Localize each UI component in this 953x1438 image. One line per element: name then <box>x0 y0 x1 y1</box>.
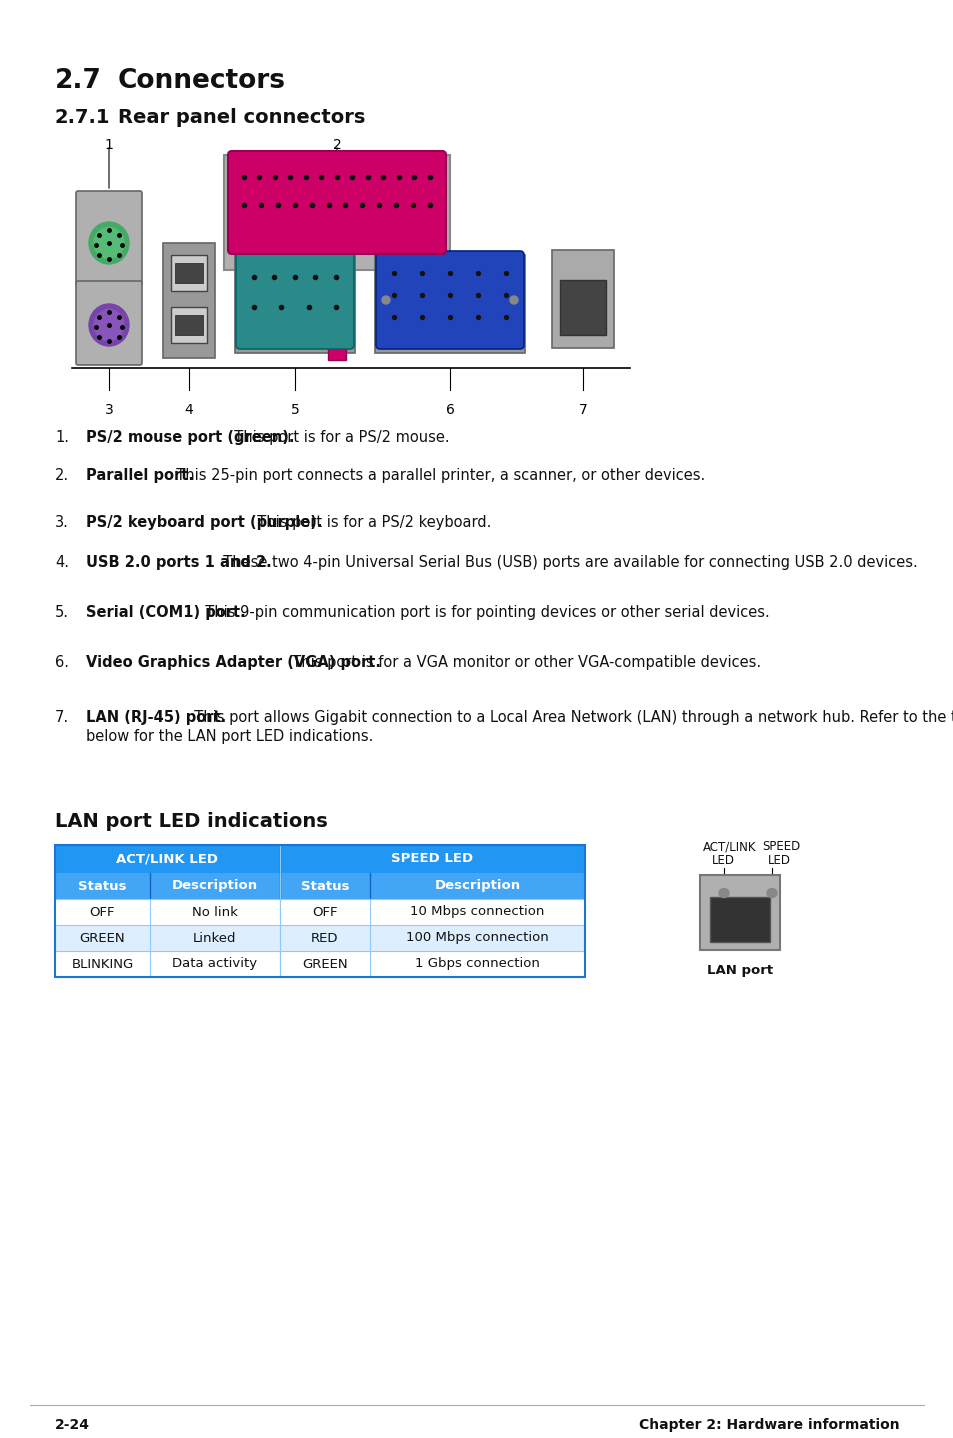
Text: This port is for a VGA monitor or other VGA-compatible devices.: This port is for a VGA monitor or other … <box>283 654 760 670</box>
Text: BLINKING: BLINKING <box>71 958 133 971</box>
FancyBboxPatch shape <box>328 250 346 360</box>
Text: This 25-pin port connects a parallel printer, a scanner, or other devices.: This 25-pin port connects a parallel pri… <box>167 467 704 483</box>
Text: 2: 2 <box>333 138 341 152</box>
Text: This port is for a PS/2 mouse.: This port is for a PS/2 mouse. <box>225 430 450 444</box>
Text: Data activity: Data activity <box>172 958 257 971</box>
FancyBboxPatch shape <box>55 951 584 976</box>
Text: GREEN: GREEN <box>80 932 125 945</box>
Text: Description: Description <box>172 880 258 893</box>
FancyBboxPatch shape <box>709 897 769 942</box>
Text: ACT/LINK LED: ACT/LINK LED <box>116 853 218 866</box>
Text: SPEED: SPEED <box>761 840 800 853</box>
Ellipse shape <box>89 221 129 265</box>
Text: PS/2 mouse port (green).: PS/2 mouse port (green). <box>86 430 294 444</box>
Text: 5: 5 <box>291 403 299 417</box>
Text: This 9-pin communication port is for pointing devices or other serial devices.: This 9-pin communication port is for poi… <box>196 605 769 620</box>
Text: Serial (COM1) port.: Serial (COM1) port. <box>86 605 246 620</box>
Text: SPEED LED: SPEED LED <box>391 853 473 866</box>
Text: RED: RED <box>311 932 338 945</box>
FancyBboxPatch shape <box>224 155 450 270</box>
FancyBboxPatch shape <box>55 899 584 925</box>
Text: LAN port LED indications: LAN port LED indications <box>55 812 328 831</box>
Text: 4.: 4. <box>55 555 69 569</box>
Text: Status: Status <box>300 880 349 893</box>
FancyBboxPatch shape <box>559 280 605 335</box>
FancyBboxPatch shape <box>375 255 524 352</box>
Ellipse shape <box>719 889 728 897</box>
Text: Description: Description <box>434 880 520 893</box>
Ellipse shape <box>381 296 390 303</box>
Text: 1.: 1. <box>55 430 69 444</box>
FancyBboxPatch shape <box>235 252 354 349</box>
Text: Linked: Linked <box>193 932 236 945</box>
FancyBboxPatch shape <box>55 873 584 899</box>
FancyBboxPatch shape <box>55 846 584 873</box>
Text: 100 Mbps connection: 100 Mbps connection <box>406 932 548 945</box>
Text: 6.: 6. <box>55 654 69 670</box>
FancyBboxPatch shape <box>174 263 203 283</box>
Text: Rear panel connectors: Rear panel connectors <box>118 108 365 127</box>
Text: below for the LAN port LED indications.: below for the LAN port LED indications. <box>86 729 373 743</box>
Text: 1: 1 <box>105 138 113 152</box>
FancyBboxPatch shape <box>171 306 207 344</box>
Text: 10 Mbps connection: 10 Mbps connection <box>410 906 544 919</box>
FancyBboxPatch shape <box>76 280 142 365</box>
Text: OFF: OFF <box>90 906 115 919</box>
FancyBboxPatch shape <box>700 874 780 951</box>
Text: 2-24: 2-24 <box>55 1418 90 1432</box>
Text: 7.: 7. <box>55 710 69 725</box>
FancyBboxPatch shape <box>174 315 203 335</box>
Text: These two 4-pin Universal Serial Bus (USB) ports are available for connecting US: These two 4-pin Universal Serial Bus (US… <box>213 555 917 569</box>
Text: This port allows Gigabit connection to a Local Area Network (LAN) through a netw: This port allows Gigabit connection to a… <box>185 710 953 725</box>
Text: This port is for a PS/2 keyboard.: This port is for a PS/2 keyboard. <box>248 515 491 531</box>
Text: 2.7.1: 2.7.1 <box>55 108 111 127</box>
Ellipse shape <box>89 303 129 347</box>
Text: Connectors: Connectors <box>118 68 286 93</box>
Text: Status: Status <box>78 880 127 893</box>
Text: 5.: 5. <box>55 605 69 620</box>
FancyBboxPatch shape <box>55 925 584 951</box>
FancyBboxPatch shape <box>228 151 446 255</box>
Text: 7: 7 <box>578 403 587 417</box>
Text: Video Graphics Adapter (VGA) port.: Video Graphics Adapter (VGA) port. <box>86 654 380 670</box>
Ellipse shape <box>510 296 517 303</box>
Text: LED: LED <box>767 854 790 867</box>
Text: 6: 6 <box>445 403 454 417</box>
Text: 3: 3 <box>105 403 113 417</box>
Text: No link: No link <box>192 906 237 919</box>
Text: 2.7: 2.7 <box>55 68 102 93</box>
FancyBboxPatch shape <box>171 255 207 290</box>
FancyBboxPatch shape <box>234 255 355 352</box>
Ellipse shape <box>94 227 124 259</box>
FancyBboxPatch shape <box>163 243 214 358</box>
FancyBboxPatch shape <box>375 252 523 349</box>
Text: 4: 4 <box>185 403 193 417</box>
Text: LAN (RJ-45) port.: LAN (RJ-45) port. <box>86 710 226 725</box>
Text: PS/2 keyboard port (purple).: PS/2 keyboard port (purple). <box>86 515 322 531</box>
Text: Parallel port.: Parallel port. <box>86 467 193 483</box>
Text: ACT/LINK: ACT/LINK <box>702 840 756 853</box>
Text: Chapter 2: Hardware information: Chapter 2: Hardware information <box>639 1418 899 1432</box>
FancyBboxPatch shape <box>552 250 614 348</box>
Text: 2.: 2. <box>55 467 69 483</box>
FancyBboxPatch shape <box>76 191 142 285</box>
Text: LED: LED <box>711 854 734 867</box>
Ellipse shape <box>94 309 124 341</box>
Text: 3.: 3. <box>55 515 69 531</box>
Ellipse shape <box>766 889 776 897</box>
Text: USB 2.0 ports 1 and 2.: USB 2.0 ports 1 and 2. <box>86 555 272 569</box>
Text: OFF: OFF <box>312 906 337 919</box>
Text: GREEN: GREEN <box>302 958 348 971</box>
Text: 1 Gbps connection: 1 Gbps connection <box>415 958 539 971</box>
Text: LAN port: LAN port <box>706 963 772 976</box>
